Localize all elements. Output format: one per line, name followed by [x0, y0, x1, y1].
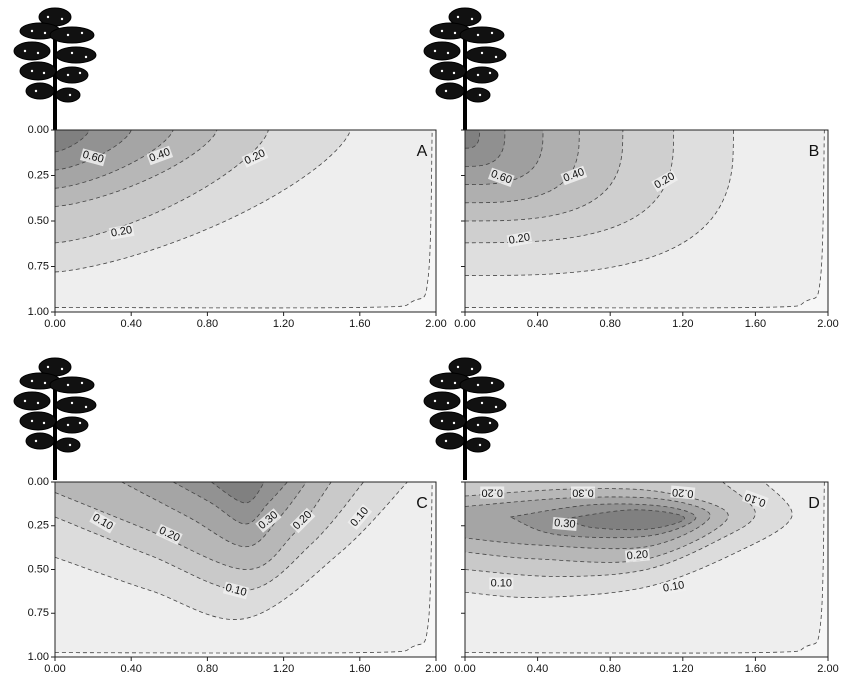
x-tick-label: 0.00	[454, 318, 475, 330]
contour-label-bg	[146, 145, 174, 166]
contour-label-bg	[489, 577, 514, 590]
tree-icon	[423, 7, 507, 130]
y-tick-label: 0.00	[28, 124, 49, 136]
y-tick-label: 1.00	[28, 651, 49, 663]
y-tick-label: 0.75	[28, 260, 49, 272]
x-tick-label: 1.60	[349, 663, 370, 675]
x-tick-label: 1.20	[273, 318, 294, 330]
y-tick-label: 0.25	[28, 520, 49, 532]
x-tick-label: 0.40	[527, 663, 548, 675]
contour-label-bg	[552, 516, 578, 532]
contour-label-bg	[347, 503, 373, 531]
contour-label: 0.20	[626, 548, 648, 562]
x-tick-label: 1.60	[349, 318, 370, 330]
contour-label-bg	[108, 223, 135, 240]
contour-label: 0.10	[491, 577, 512, 589]
contour-label: 0.10	[224, 582, 248, 599]
contour-label-bg	[570, 486, 595, 499]
x-tick-label: 1.20	[273, 663, 294, 675]
contour-label-bg	[241, 146, 269, 168]
contour-label-bg	[560, 165, 588, 186]
contour-label: 0.20	[508, 231, 531, 247]
y-tick-label: 0.75	[28, 607, 49, 619]
contour-label-bg	[155, 523, 183, 546]
contour-label-bg	[742, 489, 769, 510]
panel-letter: C	[416, 495, 428, 512]
tree-icon	[13, 357, 97, 480]
x-tick-label: 0.00	[44, 318, 65, 330]
tree-icon	[423, 357, 507, 480]
x-tick-label: 2.00	[425, 663, 446, 675]
x-tick-label: 0.80	[599, 663, 620, 675]
contour-label-bg	[255, 508, 282, 533]
contour-label: 0.20	[672, 486, 694, 500]
x-tick-label: 0.80	[197, 318, 218, 330]
contour-label: 0.20	[110, 224, 133, 240]
tree-icon	[13, 7, 97, 130]
contour-label-bg	[89, 511, 117, 534]
contour-region	[464, 129, 480, 149]
x-tick-label: 1.20	[672, 318, 693, 330]
panel: 0.00 0.40 0.80 1.20 1.60 2.00 0.00 0.25 0.50 0.75…	[28, 476, 447, 675]
contour-label: 0.30	[572, 487, 593, 499]
contour-label-bg	[624, 548, 650, 563]
contour-label: 0.20	[482, 487, 503, 499]
x-tick-label: 1.60	[745, 663, 766, 675]
x-tick-label: 1.60	[745, 318, 766, 330]
y-tick-label: 1.00	[28, 306, 49, 318]
x-tick-label: 2.00	[425, 318, 446, 330]
panel: 0.00 0.40 0.80 1.20 1.60 2.00 D 0.20 0.30 0.20 0.1…	[454, 481, 839, 675]
contour-region	[172, 481, 288, 525]
y-tick-label: 0.50	[28, 563, 49, 575]
contour-label-bg	[670, 485, 696, 500]
x-tick-label: 2.00	[817, 318, 838, 330]
panel: 0.00 0.40 0.80 1.20 1.60 2.00 0.00 0.25 0.50 0.75…	[28, 124, 447, 330]
contour-region	[210, 481, 265, 504]
x-tick-label: 0.80	[599, 318, 620, 330]
panel-letter: B	[809, 143, 820, 160]
contour-region	[564, 509, 685, 531]
contour-label-bg	[222, 581, 250, 600]
contour-label-bg	[651, 169, 679, 193]
x-tick-label: 1.20	[672, 663, 693, 675]
x-tick-label: 0.00	[44, 663, 65, 675]
panel-letter: A	[417, 143, 428, 160]
contour-label-bg	[487, 167, 515, 188]
x-tick-label: 0.40	[120, 318, 141, 330]
y-tick-label: 0.00	[28, 476, 49, 488]
contour-label-bg	[480, 486, 505, 499]
contour-label-bg	[506, 231, 533, 248]
contour-region	[54, 129, 90, 153]
y-tick-label: 0.50	[28, 215, 49, 227]
contour-label: 0.10	[662, 579, 685, 595]
y-tick-label: 0.25	[28, 169, 49, 181]
contour-label: 0.30	[554, 517, 576, 531]
contour-label-bg	[79, 148, 107, 167]
contour-label: 0.60	[81, 149, 105, 166]
x-tick-label: 0.40	[120, 663, 141, 675]
x-tick-label: 0.00	[454, 663, 475, 675]
x-tick-label: 0.80	[197, 663, 218, 675]
x-tick-label: 2.00	[817, 663, 838, 675]
x-tick-label: 0.40	[527, 318, 548, 330]
contour-label-bg	[289, 507, 316, 534]
panel-letter: D	[808, 495, 820, 512]
contour-label-bg	[660, 579, 687, 595]
